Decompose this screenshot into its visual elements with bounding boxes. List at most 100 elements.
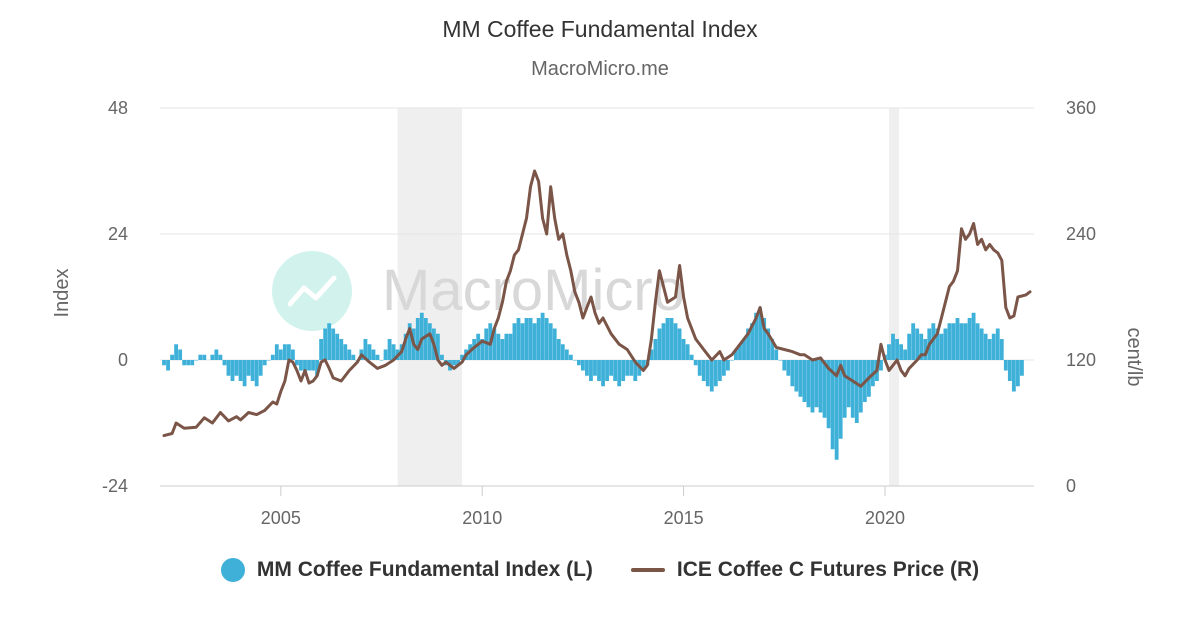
index-bar <box>742 339 746 360</box>
index-bar <box>1020 360 1024 376</box>
index-bar <box>174 344 179 360</box>
index-bar <box>556 339 561 360</box>
index-bar <box>210 354 215 360</box>
legend-label-index: MM Coffee Fundamental Index (L) <box>256 558 593 581</box>
x-tick-label: 2015 <box>664 508 704 528</box>
index-bar <box>266 360 271 361</box>
index-bar <box>339 339 344 360</box>
index-bar <box>661 323 666 360</box>
legend-item-price[interactable]: ICE Coffee C Futures Price (R) <box>630 558 979 582</box>
watermark-logo-mark <box>287 275 337 307</box>
index-bar <box>750 323 754 360</box>
index-bar <box>826 360 831 429</box>
y-right-tick-label: 0 <box>1066 476 1076 496</box>
index-bar <box>500 339 505 360</box>
y-right-tick-label: 360 <box>1066 98 1096 118</box>
y-right-axis-title: cent/lb <box>1123 328 1145 387</box>
index-bar <box>979 328 984 360</box>
index-bar <box>327 323 332 360</box>
index-bar <box>315 360 319 376</box>
index-bar <box>230 360 235 381</box>
index-bar <box>685 344 690 360</box>
index-bar <box>709 360 714 392</box>
index-bar <box>536 318 541 360</box>
index-bar <box>278 349 283 360</box>
index-bar <box>387 339 392 360</box>
index-bar <box>790 360 795 387</box>
index-bar <box>621 360 626 381</box>
index-bar <box>774 349 779 360</box>
index-bar <box>814 360 819 408</box>
index-bar <box>383 349 388 360</box>
index-bar <box>572 360 577 361</box>
index-bar <box>532 323 537 360</box>
index-bar <box>472 339 477 360</box>
index-bar <box>274 344 279 360</box>
index-bar <box>649 349 654 360</box>
index-bar <box>725 360 730 371</box>
index-bar <box>311 360 315 371</box>
index-bar <box>351 354 356 360</box>
y-right-tick-label: 240 <box>1066 224 1096 244</box>
index-bar <box>270 354 275 360</box>
legend-item-index[interactable]: MM Coffee Fundamental Index (L) <box>220 558 593 582</box>
index-bar <box>415 318 420 360</box>
index-bar <box>995 328 1000 360</box>
index-bar <box>476 333 481 360</box>
index-bar <box>887 344 891 360</box>
index-bar <box>721 360 726 376</box>
index-bar <box>597 360 601 381</box>
index-bar <box>705 360 710 387</box>
index-bar <box>218 354 223 360</box>
index-bar <box>544 318 549 360</box>
index-bar <box>943 328 948 360</box>
index-bar <box>951 323 956 360</box>
index-bar <box>496 333 501 360</box>
index-bar <box>194 360 199 361</box>
index-bar <box>222 360 227 366</box>
y-left-tick-label: 0 <box>118 350 128 370</box>
index-bar <box>347 349 352 360</box>
index-bar <box>258 360 263 376</box>
index-bar <box>552 328 557 360</box>
index-bar <box>915 328 920 360</box>
index-bar <box>379 360 384 361</box>
index-bar <box>371 349 376 360</box>
index-bar <box>967 318 972 360</box>
index-bar <box>512 323 517 360</box>
recession-band <box>889 108 900 486</box>
x-tick-label: 2020 <box>865 508 905 528</box>
index-bar <box>593 360 597 376</box>
index-bar <box>665 318 670 360</box>
index-bar <box>162 360 166 366</box>
index-bar <box>798 360 803 397</box>
index-bar <box>407 323 412 360</box>
index-bar <box>307 360 311 371</box>
index-bar <box>657 328 662 360</box>
index-bar <box>879 360 883 371</box>
index-bar <box>419 312 424 360</box>
index-bar <box>286 344 291 360</box>
index-bar <box>693 360 698 366</box>
index-bar <box>403 333 408 360</box>
index-bar <box>170 354 174 360</box>
index-bar <box>367 344 372 360</box>
index-bar <box>589 360 593 381</box>
index-bar <box>983 333 988 360</box>
index-bar <box>669 318 674 360</box>
chart-title: MM Coffee Fundamental Index <box>442 16 758 42</box>
index-bar <box>343 344 348 360</box>
price-line-layer <box>162 169 1032 438</box>
y-left-tick-label: -24 <box>102 476 128 496</box>
index-bar <box>919 333 924 360</box>
index-bar <box>234 360 239 376</box>
index-bar <box>391 344 396 360</box>
index-bar <box>319 339 324 360</box>
y-left-tick-label: 48 <box>108 98 128 118</box>
index-bar <box>516 318 521 360</box>
y-right-tick-label: 120 <box>1066 350 1096 370</box>
index-bar <box>548 323 553 360</box>
index-bar <box>186 360 191 366</box>
index-bar <box>568 354 573 360</box>
price-line <box>162 169 1032 438</box>
